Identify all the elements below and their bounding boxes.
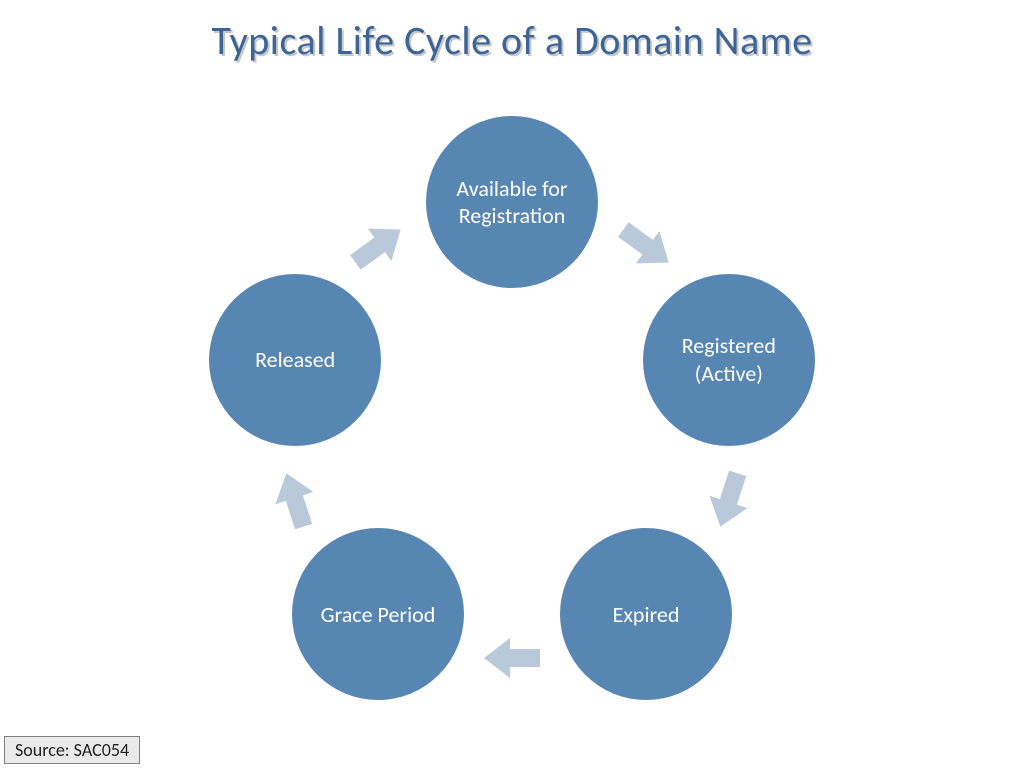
- cycle-arrow-icon: [341, 210, 415, 281]
- cycle-node: Released: [209, 274, 381, 446]
- source-label: Source: SAC054: [15, 739, 129, 761]
- source-box: Source: SAC054: [4, 736, 140, 764]
- cycle-node-label: Registered (Active): [653, 332, 805, 387]
- cycle-node-label: Released: [255, 346, 335, 374]
- cycle-arrow-icon: [482, 636, 542, 680]
- cycle-arrow-icon: [699, 465, 759, 536]
- cycle-arrow-icon: [609, 210, 683, 281]
- cycle-node-label: Expired: [613, 601, 680, 629]
- cycle-node-label: Grace Period: [321, 601, 436, 629]
- cycle-node: Grace Period: [292, 528, 464, 700]
- cycle-node: Expired: [560, 528, 732, 700]
- cycle-node: Available for Registration: [426, 116, 598, 288]
- cycle-diagram: Available for Registration Registered (Ac…: [0, 0, 1024, 768]
- cycle-arrow-icon: [265, 465, 325, 536]
- cycle-node-label: Available for Registration: [436, 175, 588, 230]
- cycle-node: Registered (Active): [643, 274, 815, 446]
